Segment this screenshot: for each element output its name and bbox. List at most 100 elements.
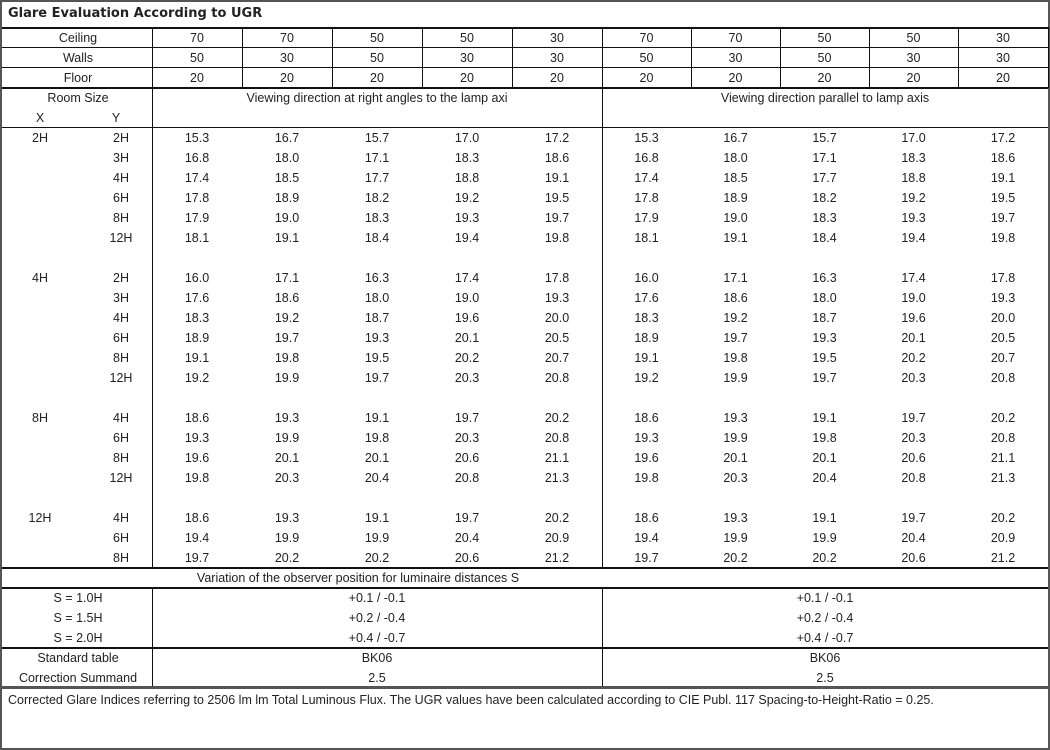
ugr-value: 20.6 <box>454 451 480 465</box>
ugr-value: 17.9 <box>634 211 659 225</box>
ugr-value: 19.7 <box>634 551 659 565</box>
ugr-value: 20.8 <box>990 431 1016 445</box>
standard-parallel: 2.5 <box>816 671 834 685</box>
ugr-value: 19.1 <box>723 231 748 245</box>
ugr-value: 18.8 <box>454 171 480 185</box>
ugr-value: 16.3 <box>812 271 837 285</box>
ugr-value: 18.2 <box>364 191 390 205</box>
ugr-value: 19.1 <box>364 511 390 525</box>
ugr-value: 20.2 <box>274 551 300 565</box>
standard-label: Standard table <box>37 651 119 665</box>
ugr-value: 19.8 <box>544 231 570 245</box>
ugr-value: 15.3 <box>634 131 659 145</box>
divider <box>242 27 243 88</box>
ugr-value: 20.3 <box>901 371 926 385</box>
reflectance-value: 70 <box>280 31 294 45</box>
variation-right-angles: +0.1 / -0.1 <box>348 591 406 605</box>
room-y: 4H <box>113 311 129 325</box>
ugr-value: 20.2 <box>990 511 1016 525</box>
ugr-value: 20.7 <box>990 351 1016 365</box>
reflectance-value: 20 <box>280 71 294 85</box>
ugr-value: 18.6 <box>990 151 1016 165</box>
ugr-value: 20.3 <box>454 371 480 385</box>
ugr-value: 20.1 <box>454 331 480 345</box>
ugr-value: 17.4 <box>634 171 659 185</box>
reflectance-value: 20 <box>996 71 1010 85</box>
divider <box>332 27 333 88</box>
ugr-value: 21.2 <box>544 551 570 565</box>
ugr-value: 20.5 <box>990 331 1016 345</box>
standard-label: Correction Summand <box>18 671 138 685</box>
ugr-value: 18.6 <box>634 511 659 525</box>
ugr-value: 19.8 <box>812 431 837 445</box>
ugr-value: 17.0 <box>901 131 926 145</box>
ugr-value: 18.6 <box>544 151 570 165</box>
ugr-value: 18.4 <box>364 231 390 245</box>
ugr-value: 19.1 <box>634 351 659 365</box>
ugr-value: 20.2 <box>812 551 837 565</box>
ugr-value: 20.4 <box>901 531 926 545</box>
ugr-value: 19.4 <box>454 231 480 245</box>
ugr-value: 19.2 <box>901 191 926 205</box>
ugr-value: 19.7 <box>723 331 748 345</box>
ugr-value: 20.4 <box>364 471 390 485</box>
ugr-value: 20.6 <box>901 551 926 565</box>
divider <box>2 567 1048 569</box>
reflectance-value: 30 <box>996 51 1010 65</box>
reflectance-label: Walls <box>62 51 94 65</box>
ugr-value: 20.1 <box>274 451 300 465</box>
ugr-value: 18.6 <box>184 411 210 425</box>
reflectance-value: 20 <box>190 71 204 85</box>
divider <box>152 587 153 688</box>
variation-label: S = 2.0H <box>53 631 103 645</box>
room-y: 12H <box>109 471 133 485</box>
ugr-value: 15.3 <box>184 131 210 145</box>
ugr-value: 19.2 <box>184 371 210 385</box>
room-y: 4H <box>113 511 129 525</box>
ugr-value: 20.7 <box>544 351 570 365</box>
reflectance-value: 30 <box>460 51 474 65</box>
ugr-value: 20.8 <box>990 371 1016 385</box>
ugr-value: 19.3 <box>544 291 570 305</box>
ugr-value: 19.7 <box>544 211 570 225</box>
ugr-value: 16.0 <box>634 271 659 285</box>
ugr-value: 18.1 <box>634 231 659 245</box>
ugr-value: 19.6 <box>901 311 926 325</box>
room-size-header: Room Size <box>47 91 109 105</box>
room-y: 8H <box>113 451 129 465</box>
ugr-value: 18.8 <box>901 171 926 185</box>
variation-label: S = 1.5H <box>53 611 103 625</box>
divider <box>780 27 781 88</box>
room-y: 2H <box>113 131 129 145</box>
ugr-value: 18.5 <box>274 171 300 185</box>
ugr-value: 20.8 <box>544 371 570 385</box>
ugr-value: 19.6 <box>184 451 210 465</box>
ugr-value: 19.3 <box>184 431 210 445</box>
ugr-value: 19.6 <box>634 451 659 465</box>
ugr-value: 18.9 <box>723 191 748 205</box>
reflectance-value: 30 <box>906 51 921 65</box>
ugr-value: 19.4 <box>901 231 926 245</box>
divider <box>602 27 603 88</box>
ugr-value: 17.4 <box>454 271 480 285</box>
ugr-value: 19.1 <box>364 411 390 425</box>
ugr-value: 17.1 <box>364 151 390 165</box>
ugr-value: 19.3 <box>990 291 1016 305</box>
reflectance-value: 30 <box>728 51 743 65</box>
divider <box>2 67 1048 68</box>
divider <box>2 127 1048 128</box>
reflectance-value: 50 <box>460 31 474 45</box>
ugr-value: 21.2 <box>990 551 1016 565</box>
reflectance-value: 30 <box>550 51 564 65</box>
divider <box>422 27 423 88</box>
reflectance-value: 30 <box>280 51 294 65</box>
ugr-value: 20.4 <box>812 471 837 485</box>
ugr-value: 19.7 <box>901 411 926 425</box>
ugr-value: 19.5 <box>812 351 837 365</box>
ugr-value: 19.3 <box>454 211 480 225</box>
divider <box>2 47 1048 48</box>
x-header: X <box>35 111 45 125</box>
room-y: 6H <box>113 331 129 345</box>
ugr-value: 17.2 <box>544 131 570 145</box>
ugr-value: 21.3 <box>990 471 1016 485</box>
